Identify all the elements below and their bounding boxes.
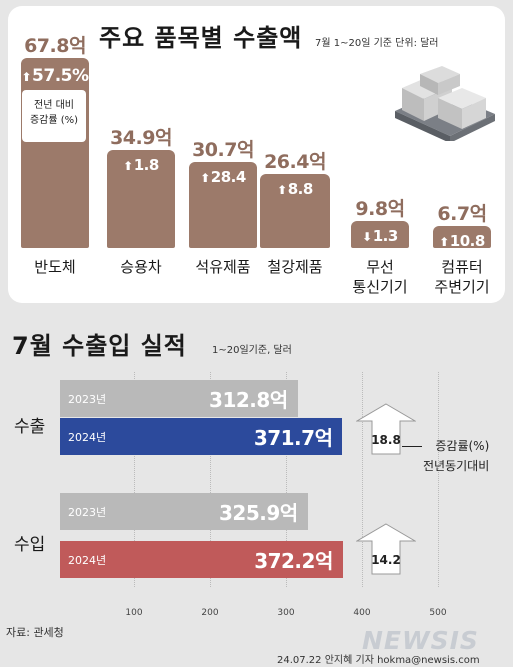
yoy-change-value: 57.5%	[32, 66, 89, 86]
change-up-arrow-icon	[356, 403, 416, 455]
change-value: 14.2	[371, 553, 401, 567]
export-bar	[189, 161, 257, 248]
category-label: 석유제품	[195, 258, 251, 276]
category-label: 철강제품	[267, 258, 323, 276]
trade-value-label: 371.7억	[253, 426, 333, 450]
x-tick-label: 100	[125, 608, 143, 618]
credit-text: 24.07.22 안지혜 기자 hokma@newsis.com	[277, 655, 480, 666]
top-chart-panel	[8, 6, 505, 303]
trade-bar: 2024년 372.2억	[60, 541, 343, 578]
export-value-label: 34.9억	[110, 127, 172, 150]
yoy-note-text: 전년 대비 증감률 (%)	[29, 100, 79, 126]
export-value-label: 9.8억	[355, 197, 405, 220]
grid-line	[134, 372, 135, 587]
category-label: 컴퓨터 주변기기	[434, 258, 490, 296]
trade-bar: 2023년 325.9억	[60, 493, 308, 530]
category-label: 반도체	[34, 258, 76, 276]
x-tick-label: 400	[353, 608, 371, 618]
trade-chart-subtitle: 1~20일기준, 달러	[212, 345, 292, 356]
group-label: 수입	[14, 535, 46, 555]
export-value-label: 30.7억	[192, 138, 254, 161]
source-text: 자료: 관세청	[6, 626, 64, 639]
grid-line	[438, 372, 439, 587]
cargo-pallet-icon	[395, 66, 495, 141]
legend-connector	[402, 446, 422, 447]
yoy-change-label: ⬆57.5%	[15, 66, 95, 86]
grid-line	[286, 372, 287, 587]
x-tick-label: 500	[429, 608, 447, 618]
trade-bar: 2024년 371.7억	[60, 418, 343, 455]
category-label: 무선 통신기기	[352, 258, 408, 296]
category-label: 승용차	[120, 258, 162, 276]
yoy-change-label: ⬇1.3	[340, 227, 420, 245]
change-up-arrow-icon	[356, 523, 416, 575]
up-arrow-icon: ⬆	[439, 235, 449, 249]
up-arrow-icon: ⬆	[200, 170, 210, 185]
yoy-change-value: 1.3	[372, 226, 399, 245]
trade-value-label: 325.9억	[219, 501, 298, 525]
up-arrow-icon: ⬆	[123, 159, 133, 174]
group-label: 수출	[14, 417, 46, 437]
x-tick-label: 300	[277, 608, 295, 618]
yoy-change-value: 1.8	[133, 156, 160, 175]
year-label: 2023년	[68, 506, 107, 519]
top-chart-subtitle: 7월 1~20일 기준 단위: 달러	[315, 38, 439, 49]
grid-line	[362, 372, 363, 587]
yoy-change-label: ⬆10.8	[422, 232, 502, 250]
legend-note: 증감률(%) 전년동기대비	[423, 439, 490, 473]
export-value-label: 26.4억	[264, 151, 326, 174]
export-bar	[260, 174, 330, 248]
trade-plot-area	[60, 372, 460, 587]
year-label: 2023년	[68, 393, 107, 406]
export-value-label: 67.8억	[24, 35, 86, 57]
trade-chart-title: 7월 수출입 실적	[12, 332, 187, 360]
yoy-note: 전년 대비 증감률 (%)	[22, 90, 86, 142]
top-chart-title: 주요 품목별 수출액	[99, 24, 303, 52]
change-value: 18.8	[371, 433, 401, 447]
yoy-change-label: ⬆8.8	[255, 180, 335, 198]
export-value-label: 6.7억	[437, 203, 487, 225]
up-arrow-icon: ⬆	[21, 70, 32, 84]
export-bar	[433, 226, 491, 248]
export-bar	[351, 220, 409, 248]
yoy-change-label: ⬆28.4	[183, 168, 263, 186]
year-label: 2024년	[68, 554, 107, 567]
yoy-change-label: ⬆1.8	[101, 156, 181, 174]
export-bar	[107, 150, 175, 248]
grid-line	[210, 372, 211, 587]
trade-value-label: 312.8억	[209, 388, 288, 412]
trade-value-label: 372.2억	[254, 549, 333, 573]
x-tick-label: 200	[201, 608, 219, 618]
trade-bar: 2023년 312.8억	[60, 380, 298, 417]
up-arrow-icon: ⬆	[277, 183, 287, 198]
yoy-change-value: 28.4	[210, 167, 247, 186]
year-label: 2024년	[68, 431, 107, 444]
newsis-watermark: NEWSIS	[362, 626, 479, 655]
export-bar	[21, 58, 89, 248]
yoy-change-value: 8.8	[287, 180, 314, 199]
down-arrow-icon: ⬇	[362, 229, 372, 244]
yoy-change-value: 10.8	[449, 232, 486, 250]
